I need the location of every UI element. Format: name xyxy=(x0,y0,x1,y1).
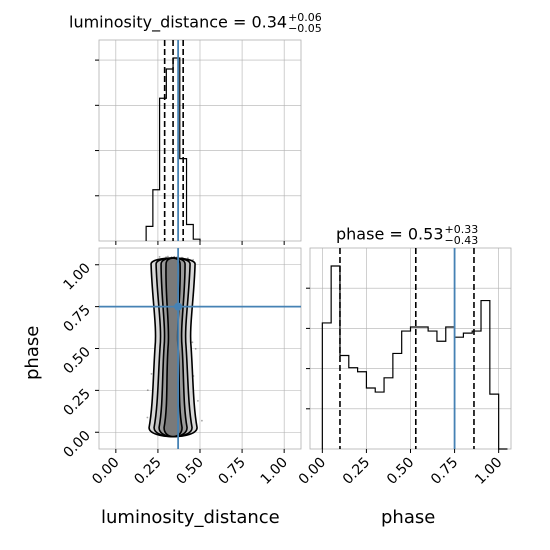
scatter-point xyxy=(197,400,199,402)
scatter-point xyxy=(194,348,197,350)
hist1-panel xyxy=(95,39,302,245)
hist2-title-minus: −0.43 xyxy=(444,234,479,247)
density-xtick-label: 0.75 xyxy=(216,455,249,488)
scatter-point xyxy=(167,255,169,258)
hist1-title-name: luminosity_distance xyxy=(69,12,228,32)
density-xtick-label: 0.50 xyxy=(173,455,206,488)
hist2-panel xyxy=(306,247,512,453)
x-axis-label-phase: phase xyxy=(381,507,436,528)
x-axis-label-luminosity-distance: luminosity_distance xyxy=(101,507,280,528)
hist1-title-plus: +0.06 xyxy=(288,11,322,24)
density-xtick-label: 0.00 xyxy=(89,455,122,488)
hist2-title-value: 0.53 xyxy=(407,224,444,244)
density-xtick-label: 0.25 xyxy=(131,455,164,488)
scatter-point xyxy=(150,373,153,375)
hist2-title-plus: +0.33 xyxy=(444,223,479,236)
hist1-title-errors: +0.06 −0.05 xyxy=(288,12,322,34)
equals-sign: = xyxy=(232,12,252,32)
hist1-title-value: 0.34 xyxy=(251,12,288,32)
density-injection-marker xyxy=(174,302,183,311)
hist1-title: luminosity_distance = 0.34 +0.06 −0.05 xyxy=(69,12,322,34)
hist2-xtick-label: 0.75 xyxy=(428,455,461,488)
scatter-point xyxy=(146,416,149,419)
hist2-xtick-label: 1.00 xyxy=(472,455,505,488)
density-ytick-label: 0.25 xyxy=(60,386,93,419)
scatter-point xyxy=(158,256,161,258)
scatter-point xyxy=(191,341,194,344)
density-ytick-label: 0.75 xyxy=(60,302,93,335)
hist2-title-errors: +0.33 −0.43 xyxy=(445,224,479,246)
hist1-title-minus: −0.05 xyxy=(288,22,322,35)
y-axis-label-phase: phase xyxy=(22,325,43,380)
density-panel xyxy=(95,247,302,453)
hist2-xtick-label: 0.00 xyxy=(296,455,329,488)
density-xtick-label: 1.00 xyxy=(258,455,291,488)
scatter-point xyxy=(201,419,203,422)
hist2-xtick-label: 0.25 xyxy=(340,455,373,488)
hist2-title: phase = 0.53 +0.33 −0.43 xyxy=(336,224,478,246)
density-ytick-label: 0.50 xyxy=(60,344,93,377)
scatter-point xyxy=(146,389,149,391)
scatter-point xyxy=(173,255,176,258)
hist2-xtick-label: 0.50 xyxy=(384,455,417,488)
density-ytick-label: 0.00 xyxy=(60,428,93,461)
hist2-title-name: phase xyxy=(336,224,385,244)
density-ytick-label: 1.00 xyxy=(60,260,93,293)
equals-sign: = xyxy=(389,224,408,244)
